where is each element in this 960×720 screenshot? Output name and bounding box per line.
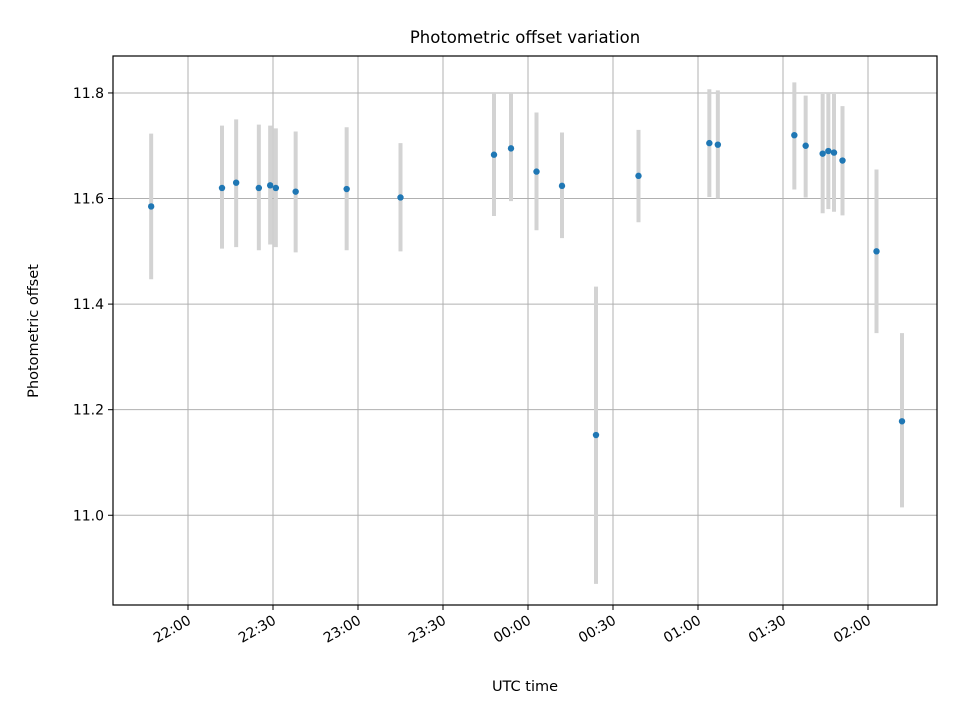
- x-axis-label: UTC time: [492, 679, 558, 695]
- data-point: [714, 141, 722, 148]
- data-point: [397, 194, 404, 201]
- y-tick-label: 11.2: [73, 403, 104, 419]
- data-point: [873, 248, 880, 255]
- x-tick-label: 01:30: [746, 613, 789, 647]
- y-tick-label: 11.0: [73, 508, 104, 524]
- data-point: [706, 139, 713, 147]
- data-point: [592, 431, 600, 439]
- x-tick-label: 22:00: [151, 613, 194, 647]
- data-point: [232, 179, 240, 186]
- y-axis-label: Photometric offset: [26, 264, 42, 398]
- x-tick-label: 02:00: [831, 613, 874, 647]
- data-point: [533, 168, 540, 175]
- x-tick-label: 23:00: [321, 613, 364, 647]
- y-tick-label: 11.6: [73, 192, 104, 208]
- data-point: [802, 142, 809, 149]
- data-point: [490, 151, 498, 158]
- tick-layer: [108, 92, 869, 610]
- x-tick-label-layer: 22:00 22:30 23:00 23:30 00:00 00:30 01:00 01:30…: [151, 613, 874, 647]
- data-point: [791, 131, 798, 139]
- data-point: [147, 203, 155, 210]
- data-point: [272, 184, 280, 192]
- data-point: [255, 184, 263, 192]
- data-point: [635, 172, 642, 180]
- data-point: [825, 147, 832, 155]
- data-point: [218, 184, 226, 192]
- x-tick-label: 22:30: [236, 613, 279, 647]
- data-point: [507, 145, 515, 152]
- data-point: [839, 157, 846, 164]
- data-point: [830, 149, 838, 156]
- chart-title: Photometric offset variation: [410, 28, 640, 47]
- data-point: [292, 188, 299, 195]
- errorbar-layer: [149, 82, 904, 584]
- x-tick-label: 00:00: [491, 613, 534, 647]
- marker-layer: [147, 131, 906, 439]
- data-point: [266, 182, 274, 189]
- y-tick-label: 11.8: [73, 86, 104, 102]
- grid-layer: [113, 56, 937, 605]
- y-tick-label: 11.4: [73, 297, 104, 313]
- x-tick-label: 00:30: [576, 613, 619, 647]
- plot-frame: [112, 55, 938, 606]
- x-tick-label: 01:00: [661, 613, 704, 647]
- data-point: [898, 418, 906, 425]
- data-point: [558, 182, 566, 190]
- x-tick-label: 23:30: [406, 613, 449, 647]
- y-tick-label-layer: 11.0 11.2 11.4 11.6 11.8: [73, 86, 104, 524]
- data-point: [343, 185, 350, 193]
- data-point: [819, 150, 826, 157]
